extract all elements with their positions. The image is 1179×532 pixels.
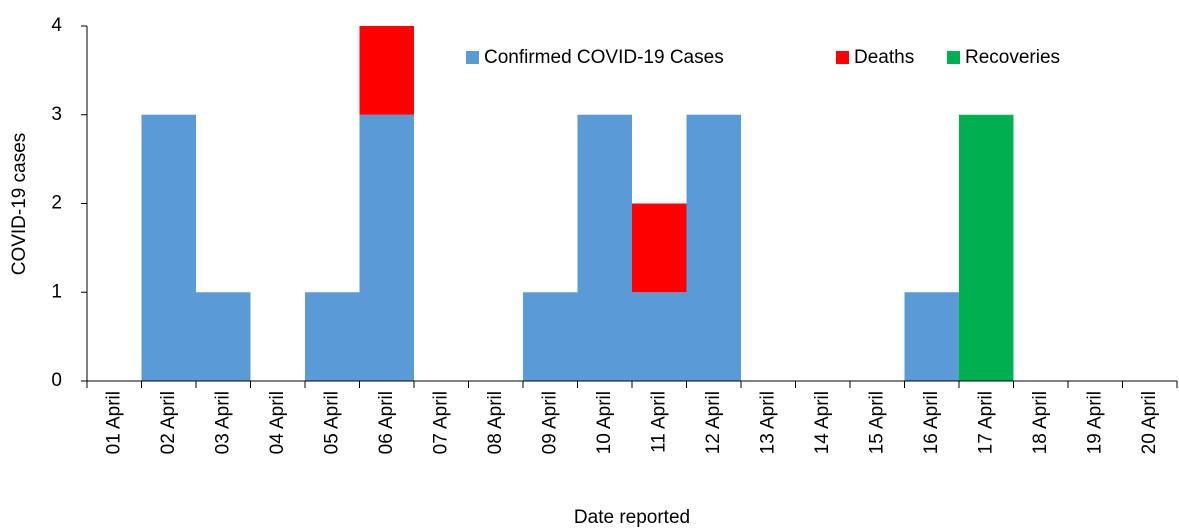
x-tick-label: 18 April (1030, 391, 1051, 454)
y-tick-label: 4 (51, 15, 62, 36)
x-tick-label: 11 April (648, 391, 669, 453)
bar-segment (904, 292, 959, 381)
x-axis-title: Date reported (574, 507, 690, 528)
x-tick-label: 07 April (430, 391, 451, 454)
x-tick-label: 19 April (1084, 391, 1105, 454)
legend-swatch (947, 51, 960, 64)
legend-label: Deaths (854, 47, 914, 68)
y-tick-label: 1 (51, 281, 62, 302)
x-tick-label: 14 April (812, 391, 833, 454)
x-tick-label: 09 April (539, 391, 560, 454)
x-tick-label: 16 April (921, 391, 942, 454)
x-tick-label: 10 April (594, 391, 615, 454)
bar-segment (686, 114, 741, 381)
y-axis-title: COVID-19 cases (9, 133, 30, 276)
bar-segment (959, 114, 1014, 381)
x-tick-label: 02 April (158, 391, 179, 454)
bar-segment (141, 114, 196, 381)
x-tick-label: 08 April (485, 391, 506, 454)
bar-segment (305, 292, 360, 381)
bar-segment (632, 292, 687, 381)
bar-segment (632, 203, 687, 293)
y-tick-label: 3 (51, 104, 62, 125)
x-tick-label: 06 April (376, 391, 397, 454)
legend-label: Confirmed COVID-19 Cases (484, 47, 724, 68)
x-tick-label: 13 April (757, 391, 778, 454)
bar-segment (523, 292, 578, 381)
bar-segment (196, 292, 251, 381)
x-tick-label: 15 April (866, 391, 887, 454)
x-tick-label: 04 April (267, 391, 288, 454)
x-tick-label: 05 April (321, 391, 342, 454)
bar-segment (359, 114, 414, 381)
y-tick-label: 0 (51, 370, 62, 391)
x-tick-label: 20 April (1139, 391, 1160, 454)
bar-segment (577, 114, 632, 381)
legend-swatch (836, 51, 849, 64)
legend-swatch (466, 51, 479, 64)
x-tick-label: 12 April (703, 391, 724, 454)
y-tick-label: 2 (51, 193, 62, 214)
legend-label: Recoveries (965, 47, 1060, 68)
x-tick-label: 17 April (975, 391, 996, 454)
x-tick-label: 03 April (212, 391, 233, 454)
x-tick-label: 01 April (103, 391, 124, 454)
bar-segment (359, 26, 414, 115)
